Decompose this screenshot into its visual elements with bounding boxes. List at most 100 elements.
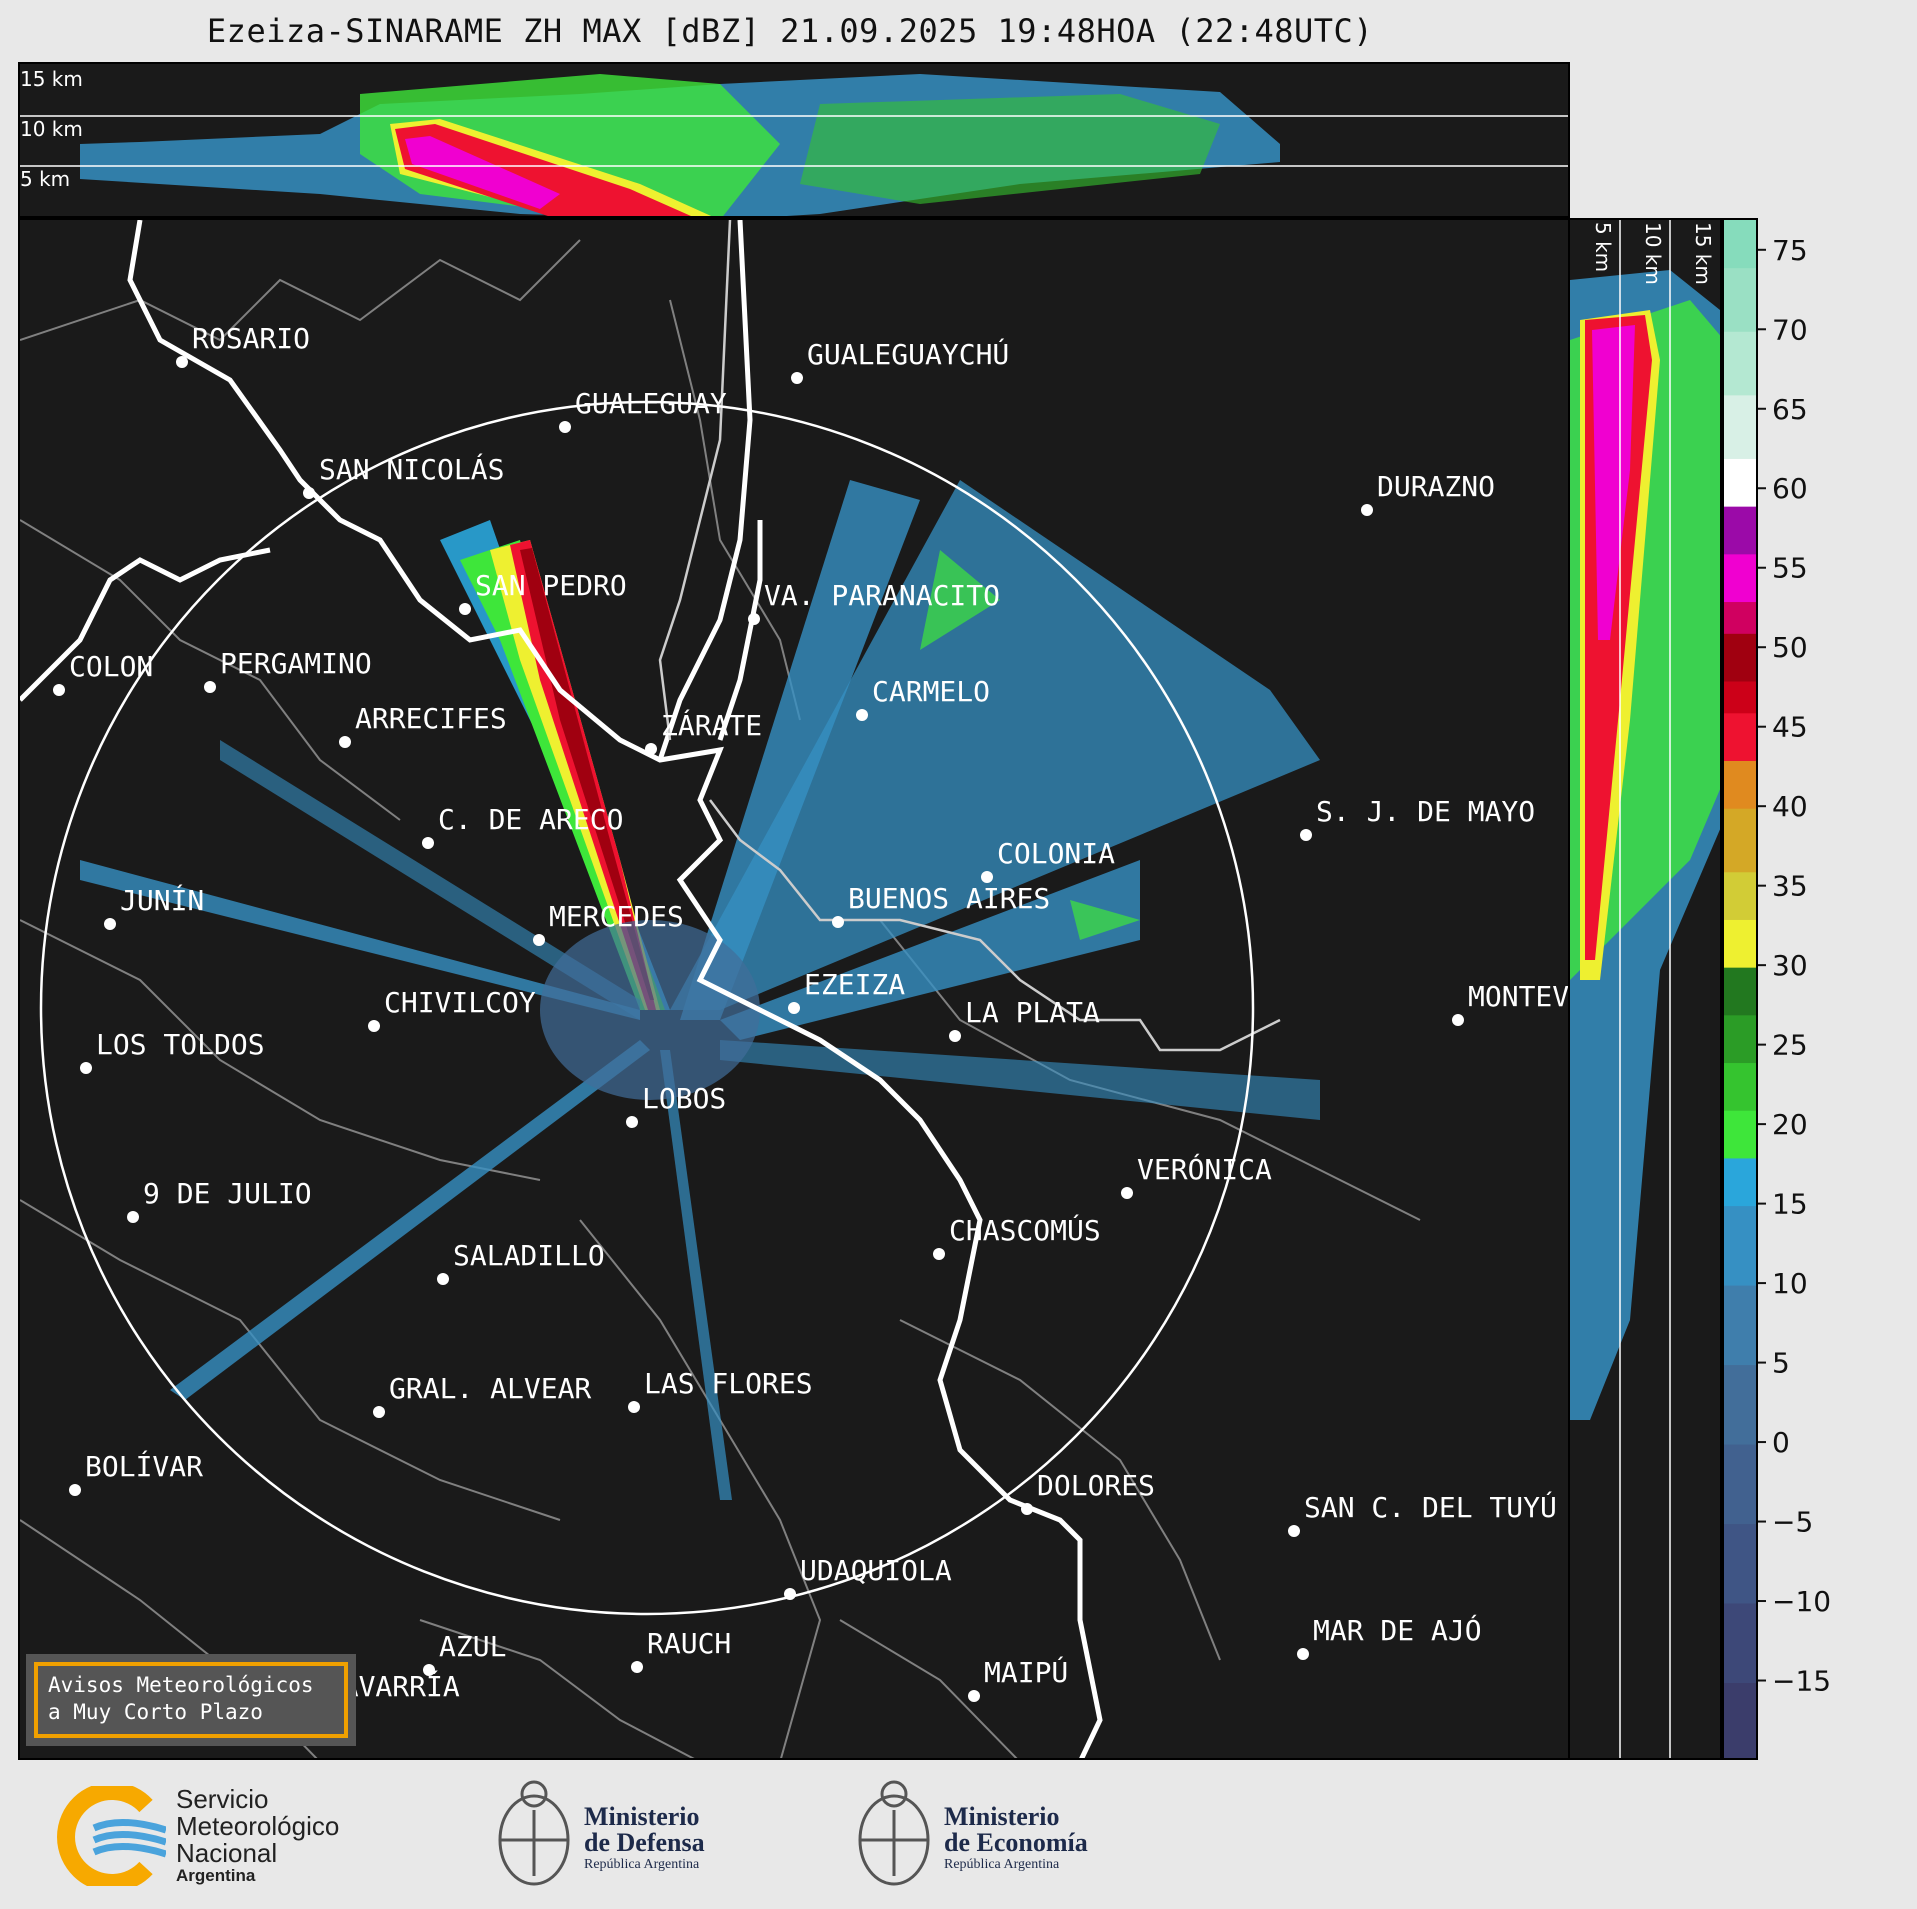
escudo-icon: [858, 1780, 930, 1886]
city-dot: [832, 916, 844, 928]
city-dot: [176, 356, 188, 368]
city-dot: [968, 1690, 980, 1702]
city-label: JUNÍN: [120, 883, 204, 917]
city-dot: [373, 1406, 385, 1418]
smn-line3: Nacional: [176, 1838, 278, 1868]
city-dot: [791, 372, 803, 384]
colorbar-swatch: [1724, 681, 1756, 714]
colorbar-tick-label: 40: [1772, 790, 1808, 823]
city-marker: GUALEGUAYCHÚ: [791, 337, 1009, 384]
city-label: C. DE ARECO: [438, 803, 623, 836]
colorbar-swatch: [1724, 808, 1756, 873]
colorbar-swatch: [1724, 267, 1756, 332]
city-label: CHIVILCOY: [384, 986, 536, 1019]
city-label: SAN NICOLÁS: [319, 452, 504, 486]
city-marker: JUNÍN: [104, 883, 204, 930]
city-dot: [1452, 1014, 1464, 1026]
side-cross-section-svg: 5 km 10 km 15 km: [1570, 220, 1720, 1758]
city-marker: SAN C. DEL TUYÚ: [1288, 1490, 1557, 1537]
city-dot: [1121, 1187, 1133, 1199]
side-echo-shapes: [1570, 270, 1720, 1420]
colorbar-swatch: [1724, 506, 1756, 555]
city-label: DURAZNO: [1377, 470, 1495, 503]
top-cross-section-svg: 15 km 10 km 5 km: [20, 67, 1568, 216]
top-alt-label: 15 km: [20, 67, 83, 91]
top-alt-label: 10 km: [20, 117, 83, 141]
colorbar-tick-label: 75: [1772, 234, 1808, 267]
city-label: LAS FLORES: [644, 1367, 813, 1400]
economia-line3: República Argentina: [944, 1857, 1060, 1872]
city-marker: S. J. DE MAYO: [1300, 795, 1535, 841]
city-dot: [69, 1484, 81, 1496]
colorbar-tick-label: 30: [1772, 949, 1808, 982]
city-dot: [422, 837, 434, 849]
city-dot: [1297, 1648, 1309, 1660]
city-marker: C. DE ARECO: [422, 803, 623, 849]
colorbar-swatch: [1724, 919, 1756, 968]
avisos-line2: a Muy Corto Plazo: [48, 1700, 263, 1724]
city-marker: MERCEDES: [533, 900, 684, 946]
city-marker: CHASCOMÚS: [933, 1213, 1101, 1260]
colorbar-tick-label: 5: [1772, 1347, 1790, 1380]
defensa-line2: de Defensa: [584, 1828, 705, 1857]
city-label: DOLORES: [1037, 1469, 1155, 1502]
city-label: SALADILLO: [453, 1239, 605, 1272]
radar-map-panel: ROSARIO GUALEGUAYCHÚ GUALEGUAY SAN NICOLÁS D…: [18, 218, 1570, 1760]
colorbar-tick-label: 60: [1772, 472, 1808, 505]
city-label: SAN C. DEL TUYÚ: [1304, 1490, 1557, 1524]
defensa-logo: Ministerio de Defensa República Argentin…: [494, 1776, 754, 1896]
city-label: ARRECIFES: [355, 702, 507, 735]
dbz-colorbar: [1722, 218, 1758, 1760]
city-label: PERGAMINO: [220, 647, 372, 680]
economia-line1: Ministerio: [944, 1802, 1060, 1831]
city-label: MAR DE AJÓ: [1313, 1613, 1482, 1647]
side-alt-label: 5 km: [1591, 222, 1615, 272]
city-label: LOBOS: [642, 1082, 726, 1115]
colorbar-swatch: [1724, 394, 1756, 459]
colorbar-swatch: [1724, 601, 1756, 634]
city-dot: [981, 871, 993, 883]
city-label: ROSARIO: [192, 322, 310, 355]
city-marker: CHIVILCOY: [368, 986, 536, 1032]
city-label: CHASCOMÚS: [949, 1213, 1101, 1247]
city-label: VERÓNICA: [1137, 1152, 1272, 1186]
city-marker: MAR DE AJÓ: [1297, 1613, 1482, 1660]
avisos-box: Avisos Meteorológicos a Muy Corto Plazo: [26, 1654, 356, 1746]
city-dot: [949, 1030, 961, 1042]
city-marker: ROSARIO: [176, 322, 310, 368]
city-marker: SAN NICOLÁS: [303, 452, 504, 499]
colorbar-swatch: [1724, 871, 1756, 920]
city-marker: DOLORES: [1021, 1469, 1155, 1515]
colorbar-tick-label: 20: [1772, 1108, 1808, 1141]
colorbar-swatch: [1724, 458, 1756, 507]
city-label: MONTEVIDEO: [1468, 980, 1570, 1013]
colorbar-tick-label: 10: [1772, 1267, 1808, 1300]
city-dot: [628, 1401, 640, 1413]
city-dot: [303, 487, 315, 499]
city-label: LOS TOLDOS: [96, 1028, 265, 1061]
city-dot: [626, 1116, 638, 1128]
city-dot: [204, 681, 216, 693]
city-marker: AZUL: [423, 1630, 506, 1676]
city-label: RAUCH: [647, 1627, 731, 1660]
range-ring: [39, 400, 1255, 1616]
city-marker: LOS TOLDOS: [80, 1028, 265, 1074]
city-marker: CARMELO: [856, 675, 990, 721]
city-dot: [1300, 829, 1312, 841]
city-label: 9 DE JULIO: [143, 1177, 312, 1210]
city-marker: PERGAMINO: [204, 647, 372, 693]
city-dot: [1288, 1525, 1300, 1537]
colorbar-swatch: [1724, 1205, 1756, 1286]
city-label: VA. PARANACITO: [764, 579, 1000, 612]
colorbar-tick-label: 25: [1772, 1029, 1808, 1062]
city-dot: [1021, 1503, 1033, 1515]
city-marker: COLONIA: [981, 837, 1115, 883]
side-cross-section-panel: 5 km 10 km 15 km: [1568, 218, 1722, 1760]
city-label: UDAQUIOLA: [800, 1554, 952, 1587]
city-marker: BUENOS AIRES: [832, 882, 1050, 928]
colorbar-swatch: [1724, 1523, 1756, 1604]
city-marker: EZEIZA: [788, 968, 905, 1014]
city-dot: [856, 709, 868, 721]
city-dot: [53, 684, 65, 696]
city-label: CARMELO: [872, 675, 990, 708]
